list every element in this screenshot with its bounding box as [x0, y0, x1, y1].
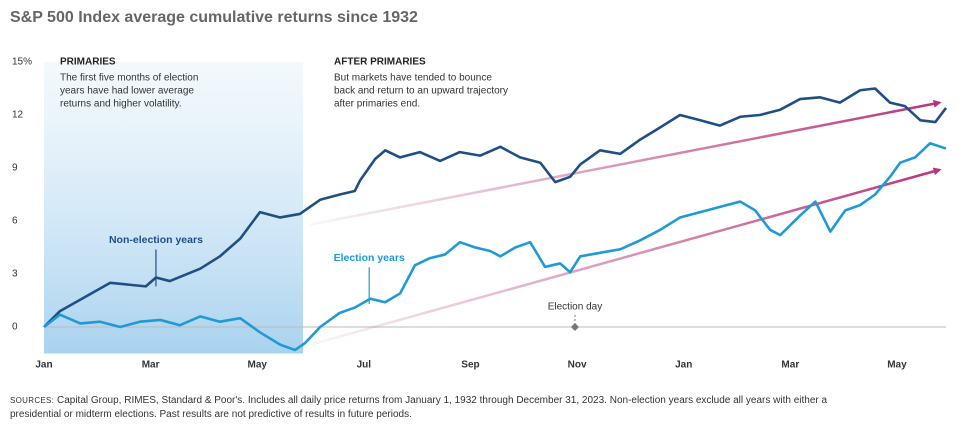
x-tick-label: Jan [35, 360, 52, 371]
note-heading: PRIMARIES [60, 57, 116, 68]
chart-title: S&P 500 Index average cumulative returns… [10, 9, 418, 26]
x-tick-label: Mar [781, 360, 799, 371]
x-tick-label: May [887, 360, 907, 371]
series-line [43, 141, 947, 352]
series-line [43, 87, 948, 328]
source-note: SOURCES: Capital Group, RIMES, Standard … [10, 394, 960, 422]
series-label: Non-election years [109, 234, 203, 246]
note-line: after primaries end. [334, 99, 420, 110]
note-line: But markets have tended to bounce [334, 73, 492, 84]
note-heading: AFTER PRIMARIES [334, 57, 426, 68]
event-label: Election day [548, 302, 602, 313]
note-line: The first five months of election [60, 73, 198, 84]
note-line: years have had lower average [60, 86, 194, 97]
x-tick-label: Sep [461, 360, 479, 371]
y-tick-label: 15% [12, 57, 32, 68]
trend-arrow [310, 167, 942, 346]
y-tick-label: 3 [12, 269, 18, 280]
y-tick-label: 6 [12, 216, 18, 227]
note-line: returns and higher volatility. [60, 99, 182, 110]
y-tick-label: 0 [12, 322, 18, 333]
series-label: Election years [334, 252, 405, 264]
x-tick-label: Nov [568, 360, 587, 371]
source-line: Capital Group, RIMES, Standard & Poor's.… [56, 395, 828, 406]
y-tick-label: 12 [12, 110, 24, 121]
trend-arrow [310, 99, 942, 226]
event-marker [570, 323, 579, 331]
x-tick-label: May [248, 360, 268, 371]
x-tick-label: Mar [142, 360, 160, 371]
x-tick-label: Jan [675, 360, 692, 371]
primaries-shade [44, 62, 304, 354]
source-label: SOURCES: [10, 396, 55, 405]
chart: S&P 500 Index average cumulative returns… [10, 9, 948, 371]
source-line: presidential or midterm elections. Past … [10, 409, 412, 420]
note-line: back and return to an upward trajectory [334, 86, 508, 97]
x-tick-label: Jul [357, 360, 372, 371]
y-tick-label: 9 [12, 163, 18, 174]
